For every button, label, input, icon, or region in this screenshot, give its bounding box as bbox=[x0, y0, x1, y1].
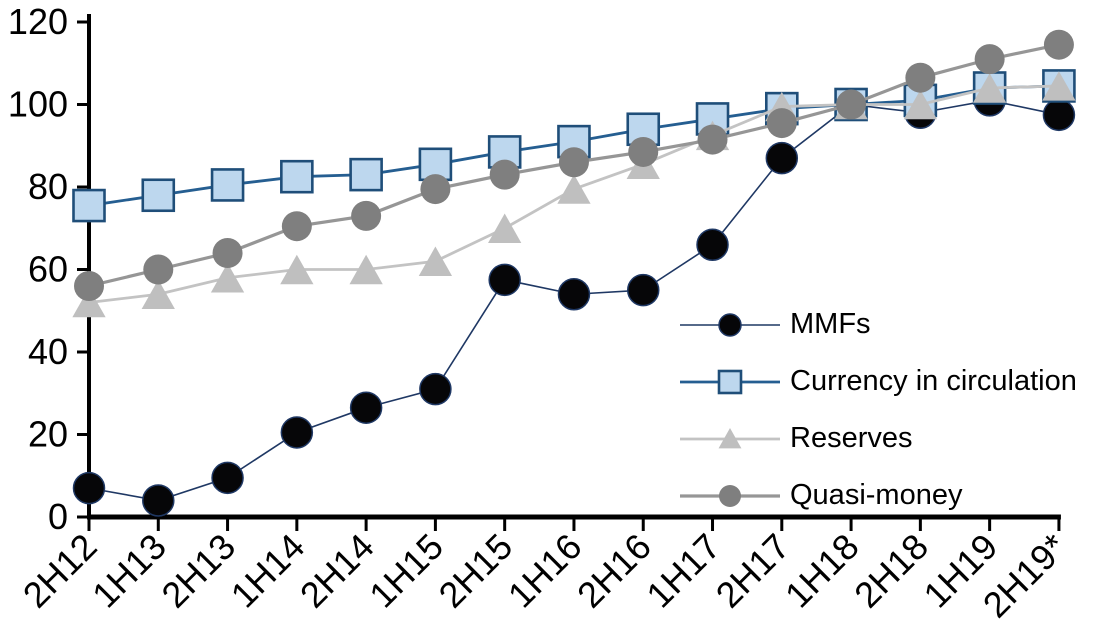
y-tick-label: 20 bbox=[28, 414, 68, 455]
marker-mmfs-2h19 bbox=[1042, 98, 1076, 132]
marker-currency-in-circulation-1h14 bbox=[280, 159, 314, 194]
marker-quasi-money-1h19 bbox=[974, 44, 1005, 75]
x-tick-label: 1H13 bbox=[84, 526, 174, 616]
x-tick-label: 1H16 bbox=[500, 526, 590, 616]
marker-mmfs-2h13 bbox=[211, 461, 244, 495]
marker-quasi-money-2h12 bbox=[74, 271, 104, 301]
marker-reserves-1h19 bbox=[973, 73, 1007, 103]
marker-mmfs-2h17 bbox=[765, 141, 799, 175]
mmfs-legend-marker-icon bbox=[680, 312, 780, 337]
x-tick-label: 1H17 bbox=[638, 526, 728, 616]
marker-reserves-1h14 bbox=[280, 254, 314, 285]
marker-mmfs-1h15 bbox=[419, 372, 452, 406]
marker-mmfs-1h14 bbox=[280, 416, 314, 449]
legend-swatch-quasi-money bbox=[719, 484, 741, 507]
marker-quasi-money-1h17 bbox=[697, 124, 728, 155]
legend-swatch-currency-in-circulation bbox=[717, 369, 743, 394]
marker-reserves-2h12 bbox=[72, 287, 106, 318]
marker-reserves-2h15 bbox=[488, 213, 522, 243]
legend-item-quasi-money: Quasi-money bbox=[680, 467, 1077, 524]
marker-reserves-1h15 bbox=[418, 246, 453, 276]
legend: MMFs Currency in circulation Reserves Qu… bbox=[680, 296, 1077, 524]
marker-quasi-money-2h15 bbox=[489, 159, 520, 190]
marker-mmfs-1h16 bbox=[557, 278, 591, 311]
x-tick-label: 2H15 bbox=[430, 526, 520, 616]
marker-currency-in-circulation-2h13 bbox=[210, 168, 245, 202]
marker-currency-in-circulation-2h14 bbox=[349, 157, 383, 192]
x-tick-label: 2H13 bbox=[153, 526, 243, 616]
marker-quasi-money-1h16 bbox=[558, 147, 589, 178]
marker-currency-in-circulation-2h12 bbox=[72, 188, 106, 223]
legend-item-currency-in-circulation: Currency in circulation bbox=[680, 353, 1077, 410]
marker-mmfs-2h15 bbox=[488, 263, 521, 297]
marker-quasi-money-2h14 bbox=[351, 200, 382, 231]
currency-legend-marker-icon bbox=[680, 369, 780, 394]
marker-quasi-money-2h13 bbox=[212, 238, 243, 268]
y-tick-label: 0 bbox=[48, 496, 68, 537]
x-tick-label: 2H17 bbox=[708, 526, 798, 616]
marker-quasi-money-2h16 bbox=[628, 136, 659, 167]
legend-label-currency-in-circulation: Currency in circulation bbox=[790, 365, 1077, 397]
marker-mmfs-2h14 bbox=[349, 391, 383, 424]
marker-quasi-money-1h14 bbox=[281, 211, 312, 242]
series-quasi-money bbox=[74, 29, 1074, 301]
legend-label-quasi-money: Quasi-money bbox=[790, 479, 963, 511]
legend-swatch-reserves bbox=[718, 427, 742, 448]
marker-quasi-money-1h13 bbox=[143, 254, 174, 285]
x-tick-label: 1H15 bbox=[361, 526, 451, 616]
marker-mmfs-1h13 bbox=[142, 484, 175, 517]
marker-reserves-2h18 bbox=[903, 89, 937, 120]
legend-item-reserves: Reserves bbox=[680, 410, 1077, 467]
marker-quasi-money-2h18 bbox=[905, 62, 936, 93]
marker-mmfs-1h17 bbox=[696, 228, 729, 261]
marker-reserves-2h14 bbox=[349, 254, 383, 285]
marker-mmfs-2h12 bbox=[72, 471, 106, 505]
y-tick-label: 100 bbox=[8, 84, 68, 125]
y-tick-label: 120 bbox=[8, 1, 68, 42]
marker-reserves-1h16 bbox=[557, 174, 591, 204]
legend-label-reserves: Reserves bbox=[790, 422, 913, 454]
x-tick-label: 2H18 bbox=[846, 526, 936, 616]
reserves-legend-marker-icon bbox=[680, 427, 780, 448]
marker-quasi-money-2h17 bbox=[766, 108, 797, 139]
marker-quasi-money-2h19 bbox=[1043, 29, 1074, 60]
legend-label-mmfs: MMFs bbox=[790, 308, 871, 340]
y-tick-label: 80 bbox=[28, 166, 68, 207]
marker-quasi-money-1h18 bbox=[836, 89, 867, 120]
x-tick-label: 1H14 bbox=[223, 526, 313, 616]
quasi-money-legend-marker-icon bbox=[680, 484, 780, 507]
y-tick-label: 60 bbox=[28, 249, 68, 290]
marker-quasi-money-1h15 bbox=[420, 174, 451, 205]
marker-reserves-1h13 bbox=[141, 279, 175, 309]
x-tick-label: 2H16 bbox=[569, 526, 659, 616]
x-tick-label: 2H14 bbox=[292, 526, 382, 616]
x-tick-label: 1H18 bbox=[777, 526, 867, 616]
x-tick-label: 2H12 bbox=[15, 526, 105, 616]
marker-reserves-2h19 bbox=[1042, 71, 1076, 101]
y-tick-label: 40 bbox=[28, 331, 68, 372]
marker-currency-in-circulation-1h13 bbox=[141, 178, 176, 213]
marker-currency-in-circulation-2h15 bbox=[487, 135, 522, 169]
marker-reserves-2h13 bbox=[210, 263, 245, 293]
legend-swatch-mmfs bbox=[718, 312, 742, 337]
legend-item-mmfs: MMFs bbox=[680, 296, 1077, 353]
marker-mmfs-2h16 bbox=[626, 273, 660, 307]
